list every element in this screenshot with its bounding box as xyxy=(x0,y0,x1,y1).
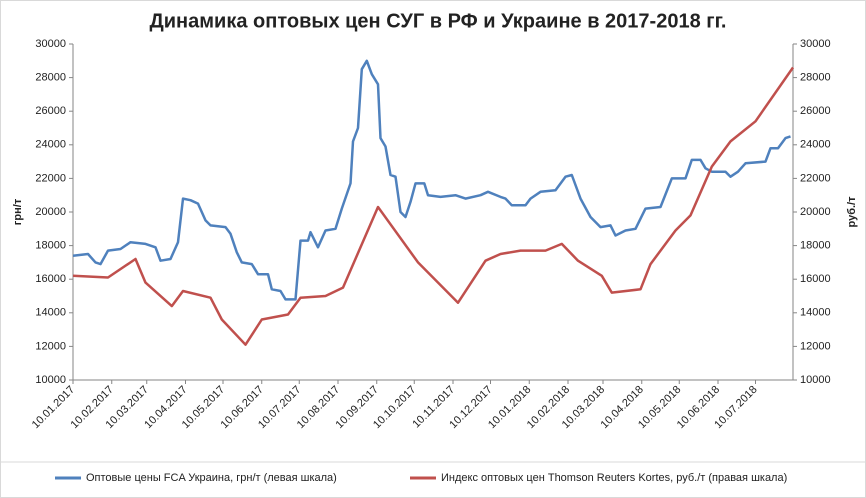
series-line xyxy=(72,59,791,301)
legend-label: Индекс оптовых цен Thomson Reuters Korte… xyxy=(441,472,787,484)
y2-tick-label: 22000 xyxy=(800,172,831,184)
y-tick-label: 16000 xyxy=(35,273,66,285)
series-line xyxy=(72,66,795,346)
y2-tick-label: 12000 xyxy=(800,340,831,352)
y2-tick-label: 24000 xyxy=(800,139,831,151)
y2-tick-label: 28000 xyxy=(800,72,831,84)
y2-tick-label: 14000 xyxy=(800,307,831,319)
y2-tick-label: 16000 xyxy=(800,273,831,285)
y-tick-label: 14000 xyxy=(35,307,66,319)
y-tick-label: 18000 xyxy=(35,240,66,252)
y-tick-label: 28000 xyxy=(35,72,66,84)
y-tick-label: 22000 xyxy=(35,172,66,184)
y2-axis-label: руб./т xyxy=(846,196,858,228)
y2-tick-label: 20000 xyxy=(800,206,831,218)
y-tick-label: 30000 xyxy=(35,38,66,50)
legend-label: Оптовые цены FCA Украина, грн/т (левая ш… xyxy=(86,472,337,484)
y-tick-label: 10000 xyxy=(35,374,66,386)
y2-tick-label: 10000 xyxy=(800,374,831,386)
y-tick-label: 24000 xyxy=(35,139,66,151)
y-axis-label: грн/т xyxy=(12,198,24,225)
y2-tick-label: 18000 xyxy=(800,240,831,252)
y-tick-label: 12000 xyxy=(35,340,66,352)
y2-tick-label: 30000 xyxy=(800,38,831,50)
y-tick-label: 20000 xyxy=(35,206,66,218)
y-tick-label: 26000 xyxy=(35,105,66,117)
y2-tick-label: 26000 xyxy=(800,105,831,117)
chart-title: Динамика оптовых цен СУГ в РФ и Украине … xyxy=(150,10,727,32)
